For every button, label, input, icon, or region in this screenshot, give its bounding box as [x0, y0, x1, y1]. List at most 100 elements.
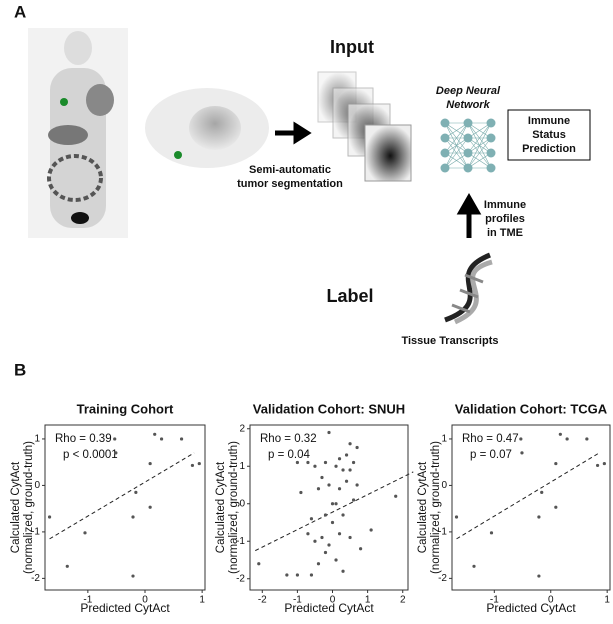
- point: [330, 520, 335, 525]
- prediction-label: Immune: [528, 115, 570, 127]
- edge: [444, 122, 469, 154]
- point: [337, 487, 342, 491]
- point: [351, 460, 356, 465]
- point: [320, 535, 324, 540]
- point: [454, 515, 459, 519]
- node: [463, 148, 473, 158]
- point: [313, 464, 317, 468]
- edge: [444, 122, 469, 139]
- point: [537, 515, 541, 519]
- point: [540, 490, 544, 494]
- plot-frame: [451, 424, 611, 591]
- x-tick-label: -2: [258, 595, 267, 606]
- pet-axial: [145, 88, 269, 168]
- network-label: Deep Neural: [436, 85, 501, 97]
- x-tick-label: -1: [490, 595, 499, 606]
- point: [65, 564, 69, 568]
- point: [341, 513, 345, 517]
- point: [489, 531, 494, 535]
- y-axis-label: (normalized, ground-truth): [23, 441, 35, 574]
- point: [309, 573, 314, 577]
- point: [327, 430, 331, 435]
- point: [602, 461, 606, 466]
- point: [295, 460, 299, 465]
- trend-line: [456, 452, 600, 540]
- y-axis-label: Calculated CytAct: [10, 461, 22, 553]
- input-title: Input: [330, 37, 374, 57]
- x-tick-label: 1: [199, 595, 205, 606]
- point: [595, 463, 600, 468]
- point: [327, 543, 331, 547]
- annotation: p = 0.07: [470, 449, 512, 461]
- point: [316, 487, 321, 491]
- edge: [467, 137, 492, 169]
- y-axis-label: (normalized, ground-truth): [228, 441, 240, 574]
- point: [520, 451, 524, 455]
- profiles-label: profiles: [485, 213, 525, 225]
- label-title: Label: [326, 286, 373, 306]
- y-tick-label: 1: [441, 434, 447, 445]
- x-tick-label: 0: [142, 595, 148, 606]
- point: [190, 463, 195, 468]
- panel-label: A: [14, 2, 26, 21]
- point: [323, 513, 328, 517]
- node: [440, 163, 450, 173]
- point: [519, 437, 523, 441]
- point: [348, 468, 352, 472]
- node: [463, 163, 473, 173]
- point: [320, 475, 324, 480]
- chart-title: Validation Cohort: SNUH: [253, 401, 405, 416]
- annotation: Rho = 0.32: [260, 433, 317, 445]
- point: [341, 569, 345, 573]
- x-axis-label: Predicted CytAct: [284, 601, 374, 615]
- segmentation-label: Semi-automatic: [249, 164, 331, 176]
- point: [299, 490, 303, 495]
- prediction-box: [507, 109, 591, 161]
- network-icon: [440, 118, 496, 173]
- x-tick-label: 0: [548, 595, 554, 606]
- y-tick-label: -2: [236, 573, 245, 584]
- point: [337, 457, 342, 461]
- node: [463, 133, 473, 143]
- node: [440, 133, 450, 143]
- point: [334, 558, 338, 562]
- point: [369, 528, 373, 532]
- point: [313, 539, 317, 543]
- edge: [467, 152, 492, 169]
- trend-line: [49, 452, 195, 540]
- node: [440, 118, 450, 128]
- point: [323, 550, 328, 555]
- point: [337, 532, 342, 536]
- point: [257, 562, 261, 566]
- arrow: [456, 192, 482, 238]
- point: [134, 490, 138, 494]
- point: [334, 464, 338, 468]
- point: [355, 483, 359, 487]
- trend-line: [255, 471, 414, 552]
- y-tick-label: -1: [31, 527, 40, 538]
- point: [330, 502, 335, 506]
- point: [153, 432, 157, 436]
- point: [148, 461, 152, 466]
- point: [334, 502, 338, 506]
- point: [359, 547, 363, 551]
- y-tick-label: 2: [239, 423, 245, 434]
- x-axis-label: Predicted CytAct: [486, 601, 576, 615]
- prediction-label: Status: [532, 129, 566, 141]
- point: [341, 468, 345, 472]
- y-tick-label: -1: [438, 527, 447, 538]
- point: [148, 505, 152, 509]
- edge: [444, 152, 469, 169]
- plot-frame: [44, 424, 206, 591]
- node: [463, 118, 473, 128]
- point: [558, 432, 562, 436]
- edge: [444, 122, 469, 169]
- edge: [467, 122, 492, 154]
- plot-frame: [249, 424, 409, 591]
- annotation: p = 0.04: [268, 449, 310, 461]
- point: [47, 515, 52, 519]
- point: [309, 517, 314, 521]
- point: [554, 505, 558, 509]
- pet-coronal: [28, 28, 128, 238]
